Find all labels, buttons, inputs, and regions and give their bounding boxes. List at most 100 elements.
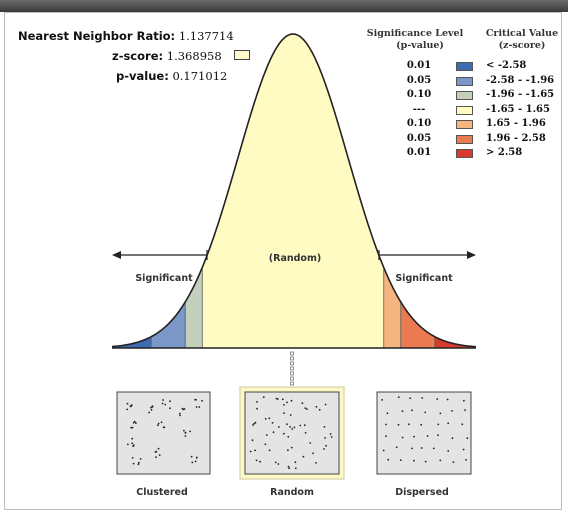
dispersed-point	[401, 436, 404, 439]
random-point	[283, 404, 285, 406]
dispersed-point	[413, 435, 415, 438]
dispersed-point	[395, 446, 398, 449]
observed-connector-dot	[290, 371, 294, 376]
legend-zscore: 1.96 - 2.58	[486, 132, 546, 144]
dispersed-point	[452, 461, 455, 463]
random-point	[281, 398, 284, 401]
legend-pvalue: 0.10	[406, 89, 432, 100]
dispersed-point	[464, 409, 466, 411]
z-score-label: z-score:	[112, 49, 164, 63]
clustered-point	[184, 431, 187, 434]
random-point	[277, 463, 280, 465]
left-significant-arrow	[112, 251, 207, 259]
legend-swatch	[456, 76, 473, 86]
clustered-point	[169, 400, 172, 403]
random-point	[264, 418, 267, 420]
clustered-point	[191, 461, 194, 464]
dispersed-point	[385, 435, 387, 437]
right-significant-arrow	[379, 251, 476, 259]
random-point	[323, 426, 326, 428]
dispersed-point	[447, 422, 450, 425]
legend-zscore: < -2.58	[486, 60, 527, 71]
clustered-point	[194, 398, 197, 401]
nn-ratio-row: Nearest Neighbor Ratio: 1.137714	[18, 26, 234, 46]
dispersed-point	[466, 437, 469, 440]
random-point	[278, 426, 280, 428]
clustered-point	[190, 455, 193, 458]
clustered-point	[132, 444, 135, 447]
clustered-caption: Clustered	[136, 487, 188, 498]
dispersed-point	[424, 411, 427, 414]
legend-zscore: -1.65 - 1.65	[486, 103, 550, 115]
dispersed-pattern-box	[376, 391, 472, 475]
z-score-row: z-score: 1.368958	[112, 46, 222, 66]
observed-connector-dot	[290, 361, 294, 366]
random-point	[268, 449, 271, 452]
clustered-point	[137, 463, 140, 466]
clustered-point	[133, 420, 136, 423]
clustered-point	[169, 407, 171, 410]
dispersed-point	[387, 458, 390, 461]
legend-swatch	[456, 120, 473, 129]
dispersed-point	[436, 398, 439, 400]
random-point	[318, 408, 321, 411]
clustered-point	[157, 424, 159, 427]
clustered-point	[150, 406, 152, 409]
clustered-point	[131, 442, 134, 445]
random-point	[293, 426, 296, 429]
random-point	[264, 443, 267, 446]
nn-ratio-value: 1.137714	[178, 29, 234, 43]
random-point	[302, 455, 305, 458]
random-point	[330, 436, 333, 438]
random-pattern-box	[244, 391, 340, 475]
random-point	[324, 403, 327, 406]
legend-swatch	[456, 149, 473, 158]
clustered-point	[135, 422, 137, 424]
random-point	[287, 465, 290, 468]
clustered-point	[126, 402, 129, 405]
observed-connector-dot	[290, 351, 294, 356]
legend-header-critical: Critical Value	[485, 28, 559, 39]
clustered-point	[160, 421, 163, 424]
dispersed-point	[411, 409, 413, 412]
random-point	[304, 407, 307, 409]
dispersed-point	[397, 396, 400, 398]
random-point	[287, 449, 289, 452]
legend-swatch	[456, 91, 473, 100]
clustered-point	[154, 451, 157, 453]
clustered-point	[148, 411, 151, 414]
clustered-point	[130, 426, 133, 429]
dispersed-point	[451, 437, 454, 440]
clustered-point	[132, 462, 135, 465]
dispersed-point	[426, 435, 429, 437]
random-point	[306, 408, 308, 410]
dispersed-point	[397, 423, 400, 426]
legend-zscore: > 2.58	[486, 147, 523, 158]
dispersed-point	[421, 397, 424, 399]
observed-connector-dot	[290, 366, 294, 371]
dispersed-point	[382, 449, 385, 452]
dispersed-point	[385, 423, 387, 426]
random-point	[312, 452, 314, 455]
legend-header-significance: Significance Level	[366, 28, 464, 39]
dispersed-point	[408, 423, 410, 426]
clustered-point	[131, 437, 134, 440]
legend-pvalue: 0.01	[406, 60, 432, 71]
clustered-point	[157, 422, 160, 425]
dispersed-caption: Dispersed	[395, 487, 449, 498]
region-z-lt-neg-2-58	[112, 336, 152, 348]
p-value-row: p-value: 0.171012	[116, 66, 227, 86]
random-point	[252, 424, 254, 426]
dispersed-point	[413, 459, 415, 462]
random-point	[291, 428, 294, 430]
dispersed-point	[437, 434, 439, 436]
legend-swatch	[456, 134, 473, 144]
legend-zscore: -2.58 - -1.96	[486, 74, 555, 86]
random-point	[251, 439, 254, 442]
clustered-point	[155, 456, 157, 458]
observed-connector-dot	[290, 376, 294, 381]
dispersed-point	[381, 399, 383, 401]
random-point	[315, 405, 318, 408]
random-point	[271, 422, 274, 424]
clustered-point	[127, 443, 129, 446]
